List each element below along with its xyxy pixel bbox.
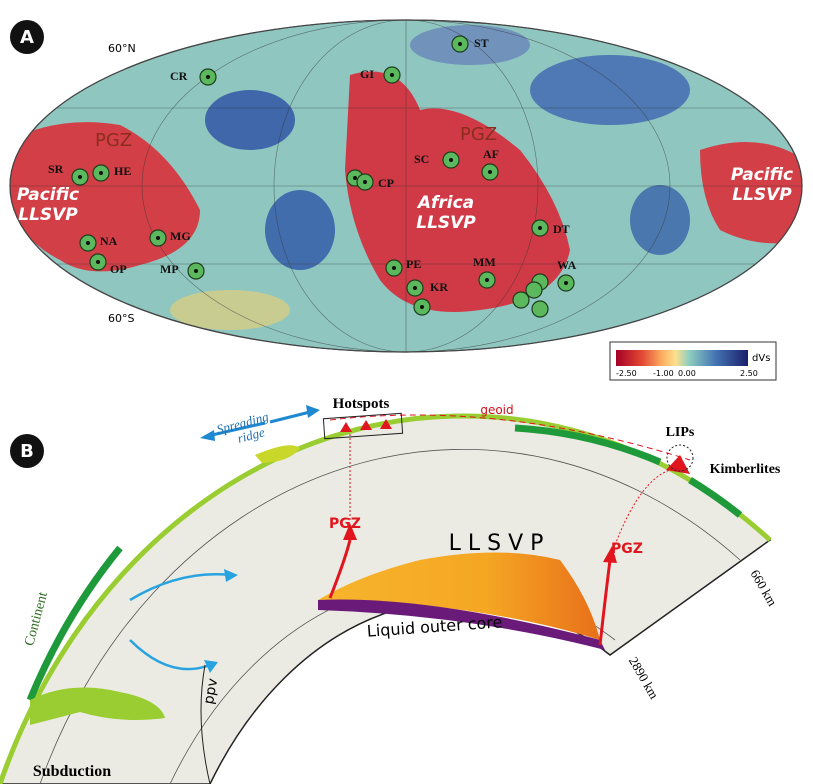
lips-label: LIPs	[666, 425, 695, 440]
hotspot-label: SC	[414, 152, 429, 166]
pgz-label: PGZ	[95, 130, 132, 151]
hotspot-center	[78, 175, 82, 179]
pgz-label: PGZ	[611, 541, 643, 557]
llsvp-label: LLSVP	[732, 185, 792, 205]
llsvp-label: Pacific	[731, 165, 793, 185]
cross-section	[0, 405, 770, 784]
hotspot-dot	[526, 282, 542, 298]
hotspot-label: OP	[110, 262, 127, 276]
colorbar	[616, 350, 748, 366]
llsvp-label: Pacific	[17, 185, 79, 205]
llsvp-label: LLSVP	[18, 205, 78, 225]
depth-label: 2890 km	[626, 654, 662, 701]
panel-label: A	[20, 27, 34, 48]
panel-label: B	[20, 441, 34, 462]
pgz-label: PGZ	[460, 124, 497, 145]
lat-label: 60°S	[108, 312, 134, 325]
hotspot-label: DT	[553, 222, 570, 236]
hotspot-label: WA	[557, 258, 577, 272]
hotspot-label: AF	[483, 147, 499, 161]
lat-label: 60°N	[108, 42, 136, 55]
hotspot-center	[156, 236, 160, 240]
hotspot-label: MP	[160, 262, 179, 276]
colorbar-tick: 0.00	[678, 369, 696, 378]
hotspot-label: CR	[170, 69, 188, 83]
hotspot-center	[206, 75, 210, 79]
colorbar-tick: 2.50	[740, 369, 758, 378]
hotspot-label: HE	[114, 164, 131, 178]
hotspot-label: SR	[48, 162, 64, 176]
hotspot-center	[458, 42, 462, 46]
pgz-label: PGZ	[329, 516, 361, 532]
subduction-label: Subduction	[33, 763, 111, 780]
colorbar-tick: -2.50	[616, 369, 637, 378]
hotspot-center	[538, 226, 542, 230]
geoid-label: geoid	[480, 403, 513, 417]
hotspot-center	[488, 170, 492, 174]
hotspot-dot	[532, 301, 548, 317]
figure: A 60°N 60°S PGZ PGZ Pacific LLSVP Africa…	[0, 0, 813, 784]
hotspot-center	[392, 266, 396, 270]
hotspot-label: MM	[473, 255, 496, 269]
hotspot-center	[99, 171, 103, 175]
hotspot-center	[390, 73, 394, 77]
hotspot-label: MG	[170, 229, 191, 243]
map	[10, 20, 805, 352]
llsvp-label: LLSVP	[416, 213, 476, 233]
hotspot-center	[86, 241, 90, 245]
hotspot-label: GI	[360, 67, 374, 81]
hotspot-center	[353, 176, 357, 180]
hotspot-center	[413, 286, 417, 290]
hotspot-label: ST	[474, 36, 489, 50]
colorbar-tick: -1.00	[653, 369, 674, 378]
kimberlites-label: Kimberlites	[710, 462, 781, 477]
hotspot-label: KR	[430, 280, 448, 294]
hotspot-center	[96, 260, 100, 264]
colorbar-title: dVs	[752, 353, 770, 364]
hotspot-center	[449, 158, 453, 162]
outer-core-label: Liquid outer core	[366, 612, 503, 640]
hotspot-label: NA	[100, 234, 118, 248]
continent-label: Continent	[22, 590, 51, 647]
llsvp-label: L L S V P	[449, 531, 544, 556]
hotspot-label: PE	[406, 257, 421, 271]
hotspot-label: CP	[378, 176, 394, 190]
hotspot-dot	[513, 292, 529, 308]
hotspot-center	[363, 180, 367, 184]
hotspot-center	[420, 305, 424, 309]
hotspots-label: Hotspots	[333, 396, 390, 412]
hotspot-center	[564, 281, 568, 285]
llsvp-label: Africa	[416, 193, 474, 213]
hotspot-center	[194, 269, 198, 273]
depth-label: 660 km	[748, 567, 781, 609]
hotspot-center	[485, 278, 489, 282]
